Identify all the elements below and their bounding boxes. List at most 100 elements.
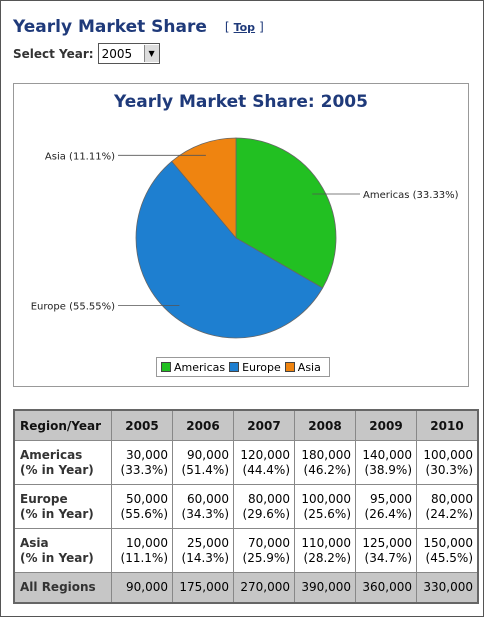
pie-slice-americas: [235, 137, 337, 289]
cell-percent: (45.5%): [425, 550, 473, 565]
cell-percent: (33.3%): [120, 462, 168, 477]
cell-value: 100,000: [301, 491, 351, 506]
cell-value: 180,000: [301, 447, 351, 462]
cell-value: 30,000: [126, 447, 168, 462]
top-bracket-open: [: [224, 20, 230, 34]
region-name: Americas: [20, 447, 83, 462]
table-cell: 30,000 (33.3%): [111, 440, 173, 485]
cell-percent: (29.6%): [242, 506, 290, 521]
total-cell: 330,000: [416, 572, 479, 604]
region-name: Europe: [20, 491, 68, 506]
top-link[interactable]: Top: [233, 21, 256, 34]
total-cell: 360,000: [355, 572, 417, 604]
cell-value: 50,000: [126, 491, 168, 506]
cell-value: 110,000: [301, 535, 351, 550]
cell-value: 125,000: [362, 535, 412, 550]
table-cell: 120,000 (44.4%): [233, 440, 295, 485]
table-header-row: Region/Year 2005 2006 2007 2008 2009 201…: [13, 409, 479, 441]
table-cell: 150,000 (45.5%): [416, 528, 479, 573]
column-header-year: 2007: [233, 409, 295, 441]
top-link-wrapper: [Top]: [225, 20, 264, 34]
table-cell: 100,000 (25.6%): [294, 484, 356, 529]
cell-value: 95,000: [370, 491, 412, 506]
column-header-year: 2010: [416, 409, 479, 441]
select-year-label: Select Year:: [13, 46, 94, 61]
table-cell: 10,000 (11.1%): [111, 528, 173, 573]
table-row: Asia (% in Year) 10,000 (11.1%) 25,000 (14.3%…: [13, 528, 479, 573]
cell-percent: (14.3%): [181, 550, 229, 565]
total-cell: 90,000: [111, 572, 173, 604]
year-selector: Select Year: 2005 ▼: [13, 43, 160, 64]
cell-value: 25,000: [187, 535, 229, 550]
legend-label-americas: Americas: [174, 360, 226, 374]
cell-percent: (38.9%): [364, 462, 412, 477]
total-row-label: All Regions: [13, 572, 112, 604]
chart-title: Yearly Market Share: 2005: [114, 92, 368, 112]
cell-value: 90,000: [187, 447, 229, 462]
legend-item-asia: Asia: [284, 360, 321, 374]
page-title: Yearly Market Share: [13, 17, 207, 37]
dropdown-arrow-icon[interactable]: ▼: [143, 45, 159, 62]
cell-percent: (30.3%): [425, 462, 473, 477]
cell-value: 140,000: [362, 447, 412, 462]
year-select-value: 2005: [101, 46, 133, 61]
pie-slice-europe: [135, 160, 324, 339]
cell-percent: (25.9%): [242, 550, 290, 565]
table-row: Americas (% in Year) 30,000 (33.3%) 90,000 (5…: [13, 440, 479, 485]
cell-percent: (44.4%): [242, 462, 290, 477]
row-label: Europe (% in Year): [13, 484, 112, 529]
pie-label-europe: Europe (55.55%): [31, 301, 115, 312]
table-total-row: All Regions 90,000 175,000 270,000 390,0…: [13, 572, 479, 604]
pie-label-asia: Asia (11.11%): [45, 151, 115, 162]
page-header: Yearly Market Share [Top]: [13, 15, 264, 39]
pie-chart: Americas (33.33%) Europe (55.55%) Asia (11…: [31, 137, 459, 339]
cell-percent: (11.1%): [120, 550, 168, 565]
table-cell: 70,000 (25.9%): [233, 528, 295, 573]
cell-percent: (46.2%): [303, 462, 351, 477]
region-sublabel: (% in Year): [20, 506, 94, 521]
cell-value: 120,000: [240, 447, 290, 462]
legend-swatch-americas: [161, 362, 171, 372]
column-header-year: 2005: [111, 409, 173, 441]
legend-swatch-asia: [284, 362, 295, 372]
cell-percent: (51.4%): [181, 462, 229, 477]
column-header-region-year: Region/Year: [13, 409, 112, 441]
table-cell: 80,000 (24.2%): [416, 484, 479, 529]
table-cell: 80,000 (29.6%): [233, 484, 295, 529]
table-cell: 95,000 (26.4%): [355, 484, 417, 529]
table-cell: 100,000 (30.3%): [416, 440, 479, 485]
legend-label-europe: Europe: [242, 360, 281, 374]
table-cell: 25,000 (14.3%): [172, 528, 234, 573]
market-share-table: Region/Year 2005 2006 2007 2008 2009 201…: [13, 409, 479, 604]
legend-item-americas: Americas: [161, 361, 225, 374]
pie-label-americas: Americas (33.33%): [363, 190, 459, 201]
year-select[interactable]: 2005 ▼: [97, 43, 160, 64]
table-cell: 110,000 (28.2%): [294, 528, 356, 573]
cell-value: 10,000: [126, 535, 168, 550]
row-label: Americas (% in Year): [13, 440, 112, 485]
total-cell: 390,000: [294, 572, 356, 604]
legend-item-europe: Europe: [229, 361, 281, 374]
column-header-year: 2008: [294, 409, 356, 441]
row-label: Asia (% in Year): [13, 528, 112, 573]
chart-panel: Yearly Market Share: 2005 Americas (33.3…: [13, 83, 469, 387]
legend-label-asia: Asia: [297, 360, 321, 374]
total-cell: 270,000: [233, 572, 295, 604]
table-cell: 90,000 (51.4%): [172, 440, 234, 485]
table-cell: 180,000 (46.2%): [294, 440, 356, 485]
pie-slice-asia: [171, 137, 237, 240]
cell-percent: (28.2%): [303, 550, 351, 565]
cell-value: 70,000: [248, 535, 290, 550]
column-header-year: 2009: [355, 409, 417, 441]
legend-swatch-europe: [229, 362, 240, 372]
region-sublabel: (% in Year): [20, 550, 94, 565]
region-name: Asia: [20, 535, 49, 550]
total-cell: 175,000: [172, 572, 234, 604]
region-sublabel: (% in Year): [20, 462, 94, 477]
cell-value: 150,000: [423, 535, 473, 550]
cell-value: 60,000: [187, 491, 229, 506]
chart-legend: Americas Europe Asia: [156, 357, 330, 377]
table-cell: 140,000 (38.9%): [355, 440, 417, 485]
cell-value: 80,000: [431, 491, 473, 506]
